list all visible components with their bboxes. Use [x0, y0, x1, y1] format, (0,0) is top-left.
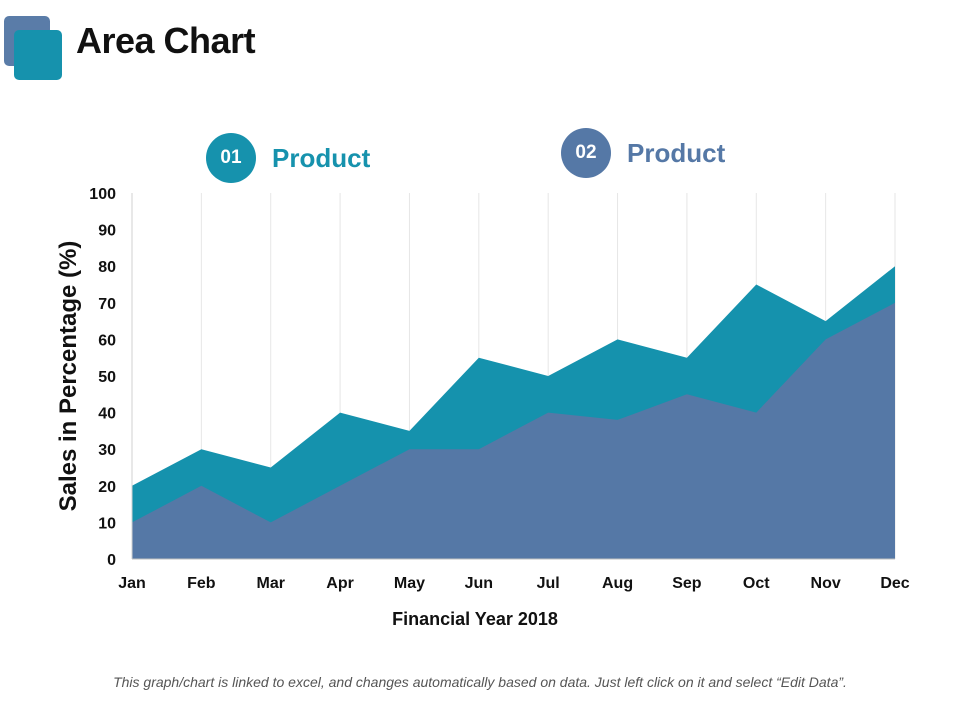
x-tick-label-nov: Nov [811, 575, 841, 592]
x-axis-title: Financial Year 2018 [392, 609, 558, 629]
x-tick-label-dec: Dec [880, 575, 909, 592]
slide-title: Area Chart [76, 20, 256, 61]
legend-label-1: Product [272, 142, 371, 173]
y-tick-label-70: 70 [98, 296, 116, 313]
x-tick-label-jun: Jun [465, 575, 493, 592]
y-tick-label-80: 80 [98, 259, 116, 276]
x-tick-label-jan: Jan [118, 575, 146, 592]
y-tick-label-50: 50 [98, 369, 116, 386]
y-tick-label-30: 30 [98, 442, 116, 459]
logo-front-square [14, 30, 62, 80]
series-2-area [132, 302, 895, 559]
y-tick-label-90: 90 [98, 223, 116, 240]
footnote: This graph/chart is linked to excel, and… [113, 674, 847, 690]
y-tick-label-20: 20 [98, 479, 116, 496]
y-axis-title: Sales in Percentage (%) [55, 241, 82, 512]
x-tick-label-may: May [394, 575, 425, 592]
legend-badge-2: 02 [561, 128, 611, 178]
x-tick-label-sep: Sep [672, 575, 702, 592]
x-tick-label-jul: Jul [537, 575, 560, 592]
y-tick-label-0: 0 [107, 552, 116, 569]
y-tick-label-10: 10 [98, 515, 116, 532]
y-tick-label-60: 60 [98, 332, 116, 349]
legend-item-2: 02 Product [561, 128, 725, 178]
x-tick-label-apr: Apr [326, 575, 354, 592]
legend-label-2: Product [627, 137, 726, 168]
x-tick-label-mar: Mar [257, 575, 285, 592]
y-tick-label-40: 40 [98, 406, 116, 423]
y-tick-label-100: 100 [89, 186, 116, 203]
legend-badge-1: 01 [206, 133, 256, 183]
legend-item-1: 01 Product [206, 133, 370, 183]
x-tick-label-oct: Oct [743, 575, 770, 592]
x-tick-label-feb: Feb [187, 575, 216, 592]
x-tick-label-aug: Aug [602, 575, 633, 592]
